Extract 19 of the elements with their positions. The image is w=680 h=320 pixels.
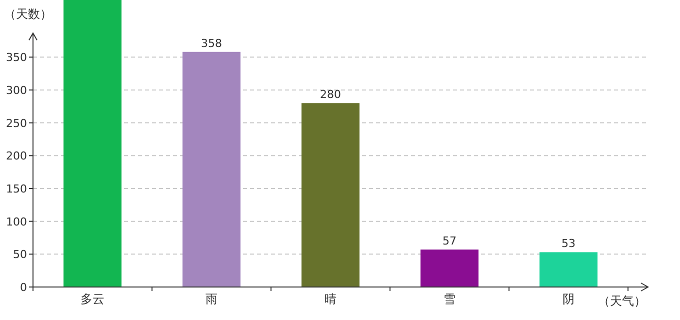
x-tick-label: 雪 (444, 292, 456, 306)
x-tick-label: 晴 (324, 292, 336, 306)
y-tick-label: 200 (6, 150, 27, 163)
x-axis-title: （天气） (598, 294, 646, 308)
data-label: 358 (201, 36, 222, 50)
x-tick-label: 多云 (80, 292, 104, 306)
y-tick-label: 150 (6, 182, 27, 196)
x-tick-label: 阴 (562, 292, 574, 306)
y-tick-label: 100 (6, 215, 27, 228)
y-tick-label: 50 (13, 248, 27, 262)
data-label: 280 (320, 88, 341, 102)
y-tick-label: 250 (6, 116, 27, 130)
y-axis-title: （天数） (4, 7, 52, 21)
data-label: 53 (562, 237, 576, 250)
y-tick-label: 0 (20, 281, 27, 294)
x-tick-label: 雨 (206, 292, 218, 306)
y-tick-label: 350 (6, 51, 27, 64)
data-label: 57 (442, 234, 456, 248)
y-tick-label: 300 (6, 84, 27, 97)
